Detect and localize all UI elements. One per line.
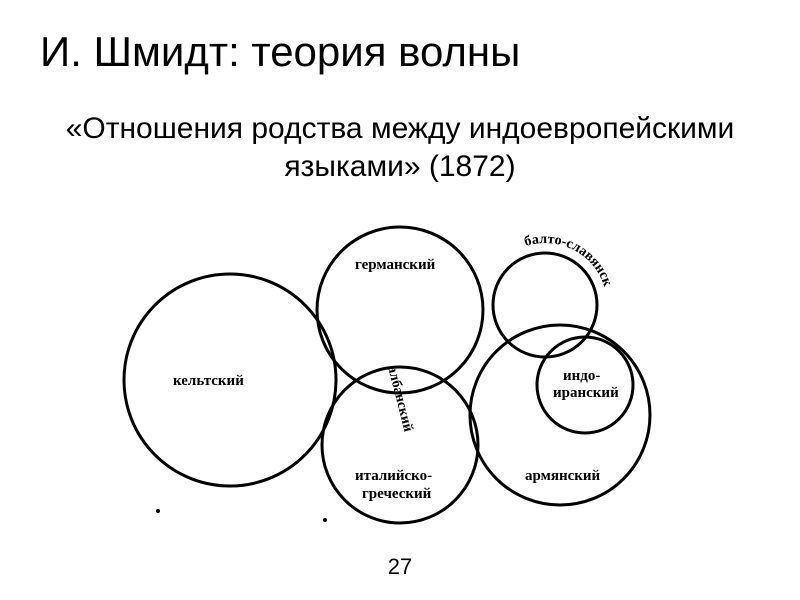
label-italic-greek: италийско- bbox=[355, 468, 432, 484]
label2-italic-greek: греческий bbox=[362, 486, 432, 502]
slide-subtitle: «Отношения родства между индоевропейским… bbox=[40, 110, 760, 185]
label2-indo-iranian: иранский bbox=[553, 385, 619, 401]
label-celtic: кельтский bbox=[173, 373, 244, 389]
wave-theory-diagram: кельтский германский италийско-греческий ар… bbox=[105, 225, 695, 535]
label-albanian: албанский bbox=[384, 364, 415, 433]
circle-balto-slavic bbox=[493, 253, 597, 357]
artifact-dot-1 bbox=[323, 518, 327, 522]
slide-title: И. Шмидт: теория волны bbox=[40, 28, 760, 76]
page-number: 27 bbox=[0, 554, 800, 580]
label-germanic: германский bbox=[355, 257, 436, 273]
artifact-dot-0 bbox=[156, 509, 160, 513]
venn-svg: кельтский германский италийско-греческий ар… bbox=[105, 225, 695, 535]
label-armenian: армянский bbox=[525, 468, 601, 484]
slide: И. Шмидт: теория волны «Отношения родств… bbox=[0, 0, 800, 600]
label-indo-iranian: индо- bbox=[563, 368, 600, 384]
